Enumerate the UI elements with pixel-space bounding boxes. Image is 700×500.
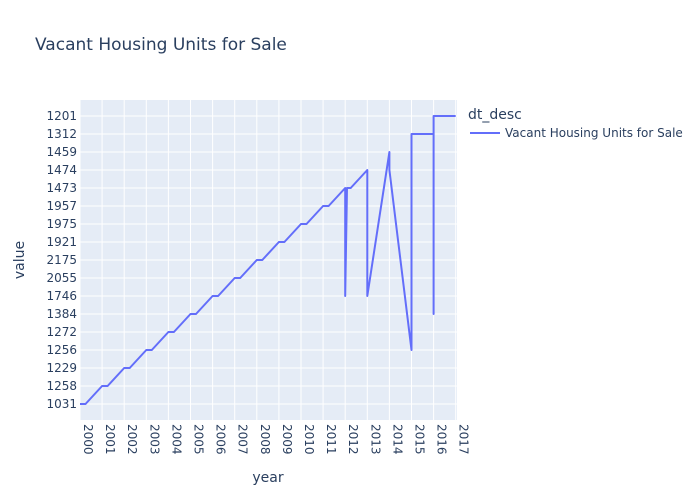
x-tick-label: 2006 (214, 424, 228, 455)
x-tick-label: 2005 (192, 424, 206, 455)
y-tick-label: 1474 (46, 163, 77, 177)
y-tick-label: 1473 (46, 181, 77, 195)
chart-title: Vacant Housing Units for Sale (35, 35, 287, 55)
x-tick-label: 2002 (125, 424, 139, 455)
x-tick-label: 2014 (390, 424, 404, 455)
y-tick-label: 1957 (46, 199, 77, 213)
x-tick-label: 2016 (435, 424, 449, 455)
y-tick-label: 1975 (46, 217, 77, 231)
y-tick-label: 1312 (46, 127, 77, 141)
x-tick-label: 2001 (103, 424, 117, 455)
y-tick-label: 1384 (46, 307, 77, 321)
y-tick-label: 1272 (46, 325, 77, 339)
y-tick-label: 1256 (46, 343, 77, 357)
legend: dt_desc Vacant Housing Units for Sale (468, 107, 683, 140)
x-tick-label: 2011 (324, 424, 338, 455)
x-tick-labels: 2000 2001 2002 2003 2004 2005 2006 2007 2008 2009… (81, 424, 471, 455)
y-tick-label: 1031 (46, 397, 77, 411)
y-tick-label: 1746 (46, 289, 77, 303)
grid (79, 100, 457, 420)
x-tick-label: 2003 (147, 424, 161, 455)
x-tick-label: 2008 (258, 424, 272, 455)
y-tick-label: 1921 (46, 235, 77, 249)
series-layer (80, 115, 456, 405)
series-line (80, 115, 456, 405)
y-tick-label: 1459 (46, 145, 77, 159)
x-tick-label: 2017 (457, 424, 471, 455)
legend-item-label: Vacant Housing Units for Sale (505, 126, 683, 140)
x-tick-label: 2007 (236, 424, 250, 455)
y-tick-labels: 1031 1258 1229 1256 1272 1384 1746 2055 2175 1921… (46, 109, 77, 411)
x-tick-label: 2010 (302, 424, 316, 455)
y-tick-label: 2175 (46, 253, 77, 267)
y-tick-label: 2055 (46, 271, 77, 285)
y-tick-label: 1229 (46, 361, 77, 375)
y-tick-label: 1258 (46, 379, 77, 393)
x-tick-label: 2000 (81, 424, 95, 455)
x-axis-title: year (252, 470, 283, 486)
x-tick-label: 2013 (368, 424, 382, 455)
x-tick-label: 2004 (169, 424, 183, 455)
x-tick-label: 2015 (413, 424, 427, 455)
x-tick-label: 2012 (346, 424, 360, 455)
y-axis-title: value (12, 241, 28, 279)
y-tick-label: 1201 (46, 109, 77, 123)
legend-title: dt_desc (468, 107, 522, 123)
x-tick-label: 2009 (280, 424, 294, 455)
